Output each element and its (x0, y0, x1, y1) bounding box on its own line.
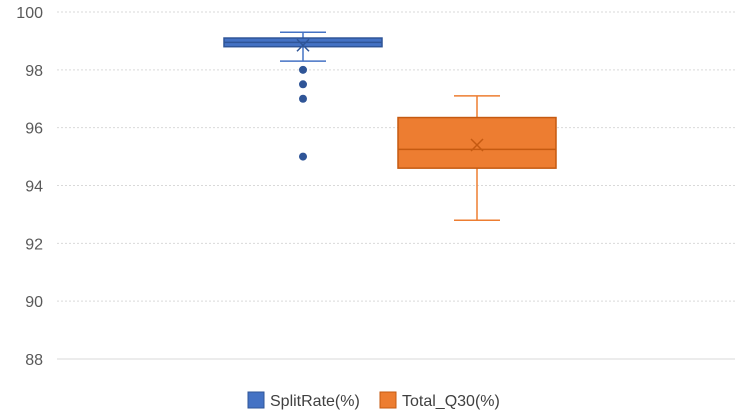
legend-label-1: Total_Q30(%) (402, 393, 500, 410)
series-0-outlier-2 (299, 94, 307, 103)
y-tick-label-90: 90 (25, 294, 43, 311)
series-1-box (397, 116, 557, 169)
legend-label-0: SplitRate(%) (270, 393, 360, 410)
series-0-mean-marker-b (296, 38, 310, 52)
series-0-outlier-0 (299, 65, 307, 74)
y-tick-label-96: 96 (25, 121, 43, 138)
y-tick-label-98: 98 (25, 63, 43, 80)
series-0-outlier-1 (299, 80, 307, 89)
y-tick-label-94: 94 (25, 179, 43, 196)
y-tick-label-88: 88 (25, 352, 43, 369)
y-tick-label-92: 92 (25, 236, 43, 253)
series-0-outlier-3 (299, 152, 307, 161)
legend-swatch-0 (247, 391, 265, 409)
series-1-mean-marker-b (470, 138, 484, 152)
legend-swatch-1 (379, 391, 397, 409)
y-tick-label-100: 100 (16, 5, 43, 22)
